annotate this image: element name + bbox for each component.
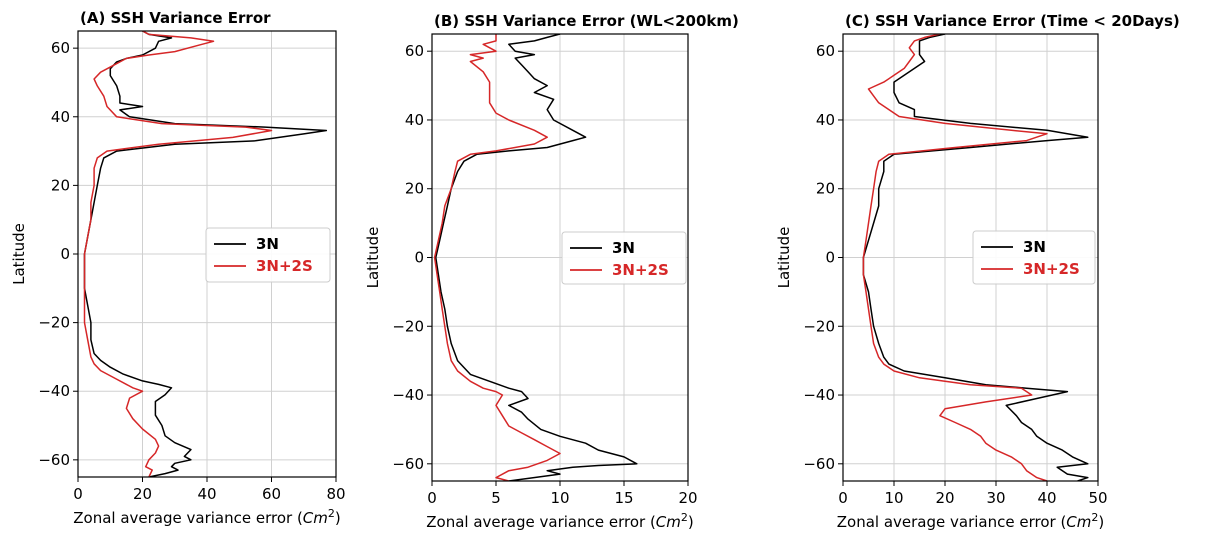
y-tick-label: 60 [405, 42, 424, 60]
x-axis-label: Zonal average variance error (Cm2) [73, 507, 341, 527]
x-tick-label: 20 [133, 485, 152, 503]
legend-label: 3N+2S [1023, 260, 1080, 278]
y-axis-label: Latitude [364, 227, 382, 289]
x-tick-label: 40 [1037, 489, 1056, 507]
x-tick-label: 0 [838, 489, 848, 507]
y-tick-label: 60 [51, 39, 70, 57]
y-tick-label: 40 [816, 111, 835, 129]
legend-label: 3N+2S [256, 257, 313, 275]
legend: 3N 3N+2S [561, 231, 687, 285]
y-tick-label: 60 [816, 42, 835, 60]
y-tick-label: −60 [392, 455, 424, 473]
chart-title: (B) SSH Variance Error (WL<200km) [434, 12, 739, 30]
x-axis-label: Zonal average variance error (Cm2) [837, 511, 1105, 531]
legend-label: 3N [612, 239, 635, 257]
y-tick-label: 0 [414, 249, 424, 267]
series-line-3nplus2s [433, 34, 561, 481]
chart-title: (C) SSH Variance Error (Time < 20Days) [845, 12, 1180, 30]
x-tick-label: 80 [326, 485, 345, 503]
y-tick-label: 0 [825, 249, 835, 267]
x-tick-label: 30 [986, 489, 1005, 507]
y-tick-label: −20 [803, 317, 835, 335]
x-tick-label: 20 [678, 489, 697, 507]
y-tick-label: 20 [405, 180, 424, 198]
chart-panel-b: 0 5 10 15 20 −60 −40 −20 0 20 40 60 (B) SSH Variance… [364, 12, 739, 531]
y-tick-label: 0 [60, 245, 70, 263]
y-axis-label: Latitude [775, 227, 793, 289]
y-tick-label: −60 [38, 451, 70, 469]
y-tick-label: −40 [38, 382, 70, 400]
y-tick-label: −20 [38, 314, 70, 332]
x-tick-label: 10 [550, 489, 569, 507]
series-line-3n [435, 34, 638, 481]
x-tick-label: 10 [884, 489, 903, 507]
x-tick-label: 5 [491, 489, 501, 507]
legend-box [561, 231, 687, 285]
legend-label: 3N [1023, 238, 1046, 256]
y-tick-label: 40 [51, 108, 70, 126]
series-line-3nplus2s [862, 34, 1048, 481]
y-tick-label: −40 [803, 386, 835, 404]
legend-label: 3N [256, 235, 279, 253]
x-tick-label: 60 [262, 485, 281, 503]
x-tick-label: 50 [1088, 489, 1107, 507]
x-tick-label: 0 [427, 489, 437, 507]
y-tick-label: −60 [803, 455, 835, 473]
legend: 3N 3N+2S [972, 230, 1096, 285]
y-tick-label: 40 [405, 111, 424, 129]
y-tick-label: −20 [392, 317, 424, 335]
legend: 3N 3N+2S [205, 227, 331, 283]
y-tick-label: −40 [392, 386, 424, 404]
chart-panel-c: 0 10 20 30 40 50 −60 −40 −20 0 20 40 60 (C) SSH Varia… [775, 12, 1180, 531]
x-tick-label: 20 [935, 489, 954, 507]
x-tick-label: 0 [73, 485, 83, 503]
chart-title: (A) SSH Variance Error [80, 9, 271, 27]
legend-box [972, 230, 1096, 285]
y-tick-label: 20 [816, 180, 835, 198]
y-tick-label: 20 [51, 176, 70, 194]
y-axis-label: Latitude [10, 223, 28, 285]
legend-box [205, 227, 331, 283]
x-tick-label: 40 [197, 485, 216, 503]
chart-panel-a: 0 20 40 60 80 −60 −40 −20 0 20 40 60 (A) SSH Varianc… [10, 9, 346, 527]
x-tick-label: 15 [614, 489, 633, 507]
x-axis-label: Zonal average variance error (Cm2) [426, 511, 694, 531]
legend-label: 3N+2S [612, 261, 669, 279]
series-line-3nplus2s [83, 31, 273, 477]
